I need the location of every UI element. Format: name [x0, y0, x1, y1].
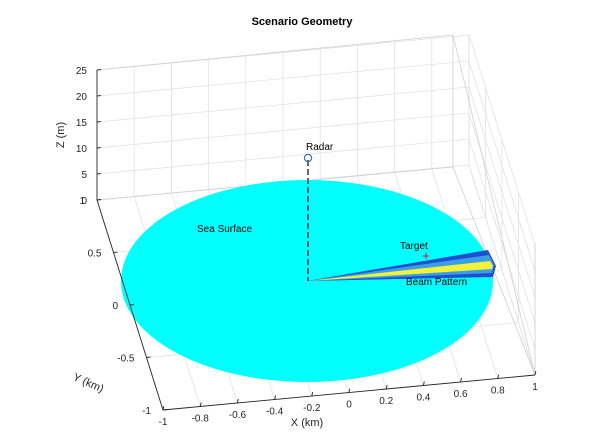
x-tick-mark	[348, 388, 351, 393]
x-tick-label: 0.8	[491, 386, 505, 397]
y-tick-label: 1	[79, 196, 85, 207]
z-gridline	[96, 34, 536, 246]
x-tick-mark	[311, 391, 314, 397]
z-gridline	[96, 86, 536, 298]
beam-mid-lobe	[307, 255, 494, 281]
target-marker	[423, 253, 429, 259]
x-tick-label: -0.8	[192, 414, 210, 425]
beam-pattern-label: Beam Pattern	[406, 277, 467, 288]
x-tick-mark	[534, 370, 537, 376]
y-tick-label: -0.5	[117, 354, 135, 365]
z-gridline	[96, 138, 536, 350]
x-tick-label: 1	[532, 382, 538, 393]
x-tick-label: 0.6	[454, 389, 468, 400]
radar-label: Radar	[306, 142, 334, 153]
x-tick-mark	[460, 377, 462, 383]
x-tick-mark	[422, 381, 425, 386]
z-axis-label: Z (m)	[55, 122, 67, 148]
z-tick-label: 15	[76, 118, 88, 129]
z-tick-label: 0	[81, 196, 87, 207]
beam-pattern	[307, 250, 496, 281]
x-tick-label: -0.6	[229, 410, 247, 421]
radar-marker	[303, 153, 313, 163]
z-tick-label: 20	[76, 92, 88, 103]
x-tick-mark	[497, 374, 500, 379]
x-tick-label: -0.4	[266, 407, 284, 418]
y-tick-label: 0.5	[88, 249, 102, 260]
x-tick-mark	[274, 395, 276, 400]
x-tick-mark	[199, 402, 202, 407]
z-tick-label: 25	[76, 66, 88, 77]
y-tick-label: -1	[142, 406, 151, 417]
axes-box	[96, 34, 536, 376]
beam-peak-lobe	[307, 261, 493, 281]
y-axis-label: Y (km)	[71, 371, 105, 395]
x-tick-mark	[162, 405, 165, 411]
z-tick-label: 5	[81, 170, 87, 181]
x-tick-mark	[385, 384, 388, 390]
target-label: Target	[400, 241, 428, 252]
x-tick-label: -1	[159, 417, 168, 428]
x-tick-mark	[236, 398, 239, 404]
z-tick-label: 10	[76, 144, 88, 155]
z-gridline	[96, 112, 536, 324]
y-tick-label: 0	[112, 301, 118, 312]
tick-layer: -1 -0.8 -0.6 -0.4 -0.2 0 0.2 0.4 0.6 0.8 1 -1 -0.5 0 0…	[76, 66, 538, 428]
chart-title: Scenario Geometry	[252, 16, 354, 28]
z-gridline	[96, 60, 536, 272]
x-tick-label: 0.4	[416, 393, 430, 404]
x-tick-label: 0.2	[379, 396, 393, 407]
x-axis-label: X (km)	[291, 417, 323, 429]
x-tick-label: -0.2	[303, 403, 321, 414]
x-tick-label: 0	[346, 400, 352, 411]
sea-surface-label: Sea Surface	[197, 224, 252, 235]
